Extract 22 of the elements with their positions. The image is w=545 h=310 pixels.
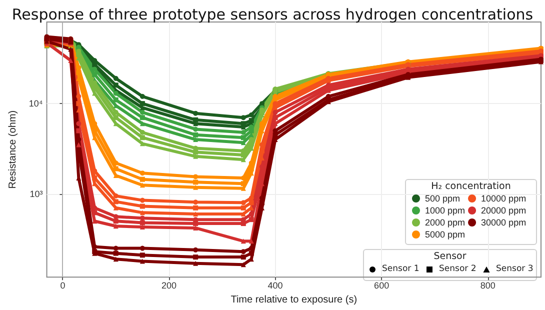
annotation: Sensor 3 [496,264,534,274]
y-axis-title: Resistance (ohm) [8,110,18,189]
legend-label: 5000 ppm [425,230,466,240]
y-tick-label: 10³ [30,188,43,199]
x-tick-label: 800 [480,280,496,291]
legend-label: 500 ppm [425,194,460,204]
chart-title: Response of three prototype sensors across hydrogen concentrations [12,6,534,24]
annotation: Sensor 2 [439,264,476,274]
legend-title: H₂ concentration [430,181,512,192]
annotation: Sensor 1 [382,264,420,274]
annotation: Sensor [432,251,468,262]
legend-label: 1000 ppm [425,206,466,216]
x-axis-title: Time relative to exposure (s) [230,294,358,306]
x-tick-label: 200 [161,280,177,291]
x-tick-label: 0 [60,280,66,291]
legend-label: 2000 ppm [425,218,466,228]
y-tick-label: 10⁴ [28,98,43,109]
x-tick-label: 600 [374,280,390,291]
legend-label: 10000 ppm [481,194,526,204]
x-tick-label: 400 [268,280,283,291]
legend-label: 20000 ppm [481,206,526,216]
legend-label: 30000 ppm [481,218,526,228]
